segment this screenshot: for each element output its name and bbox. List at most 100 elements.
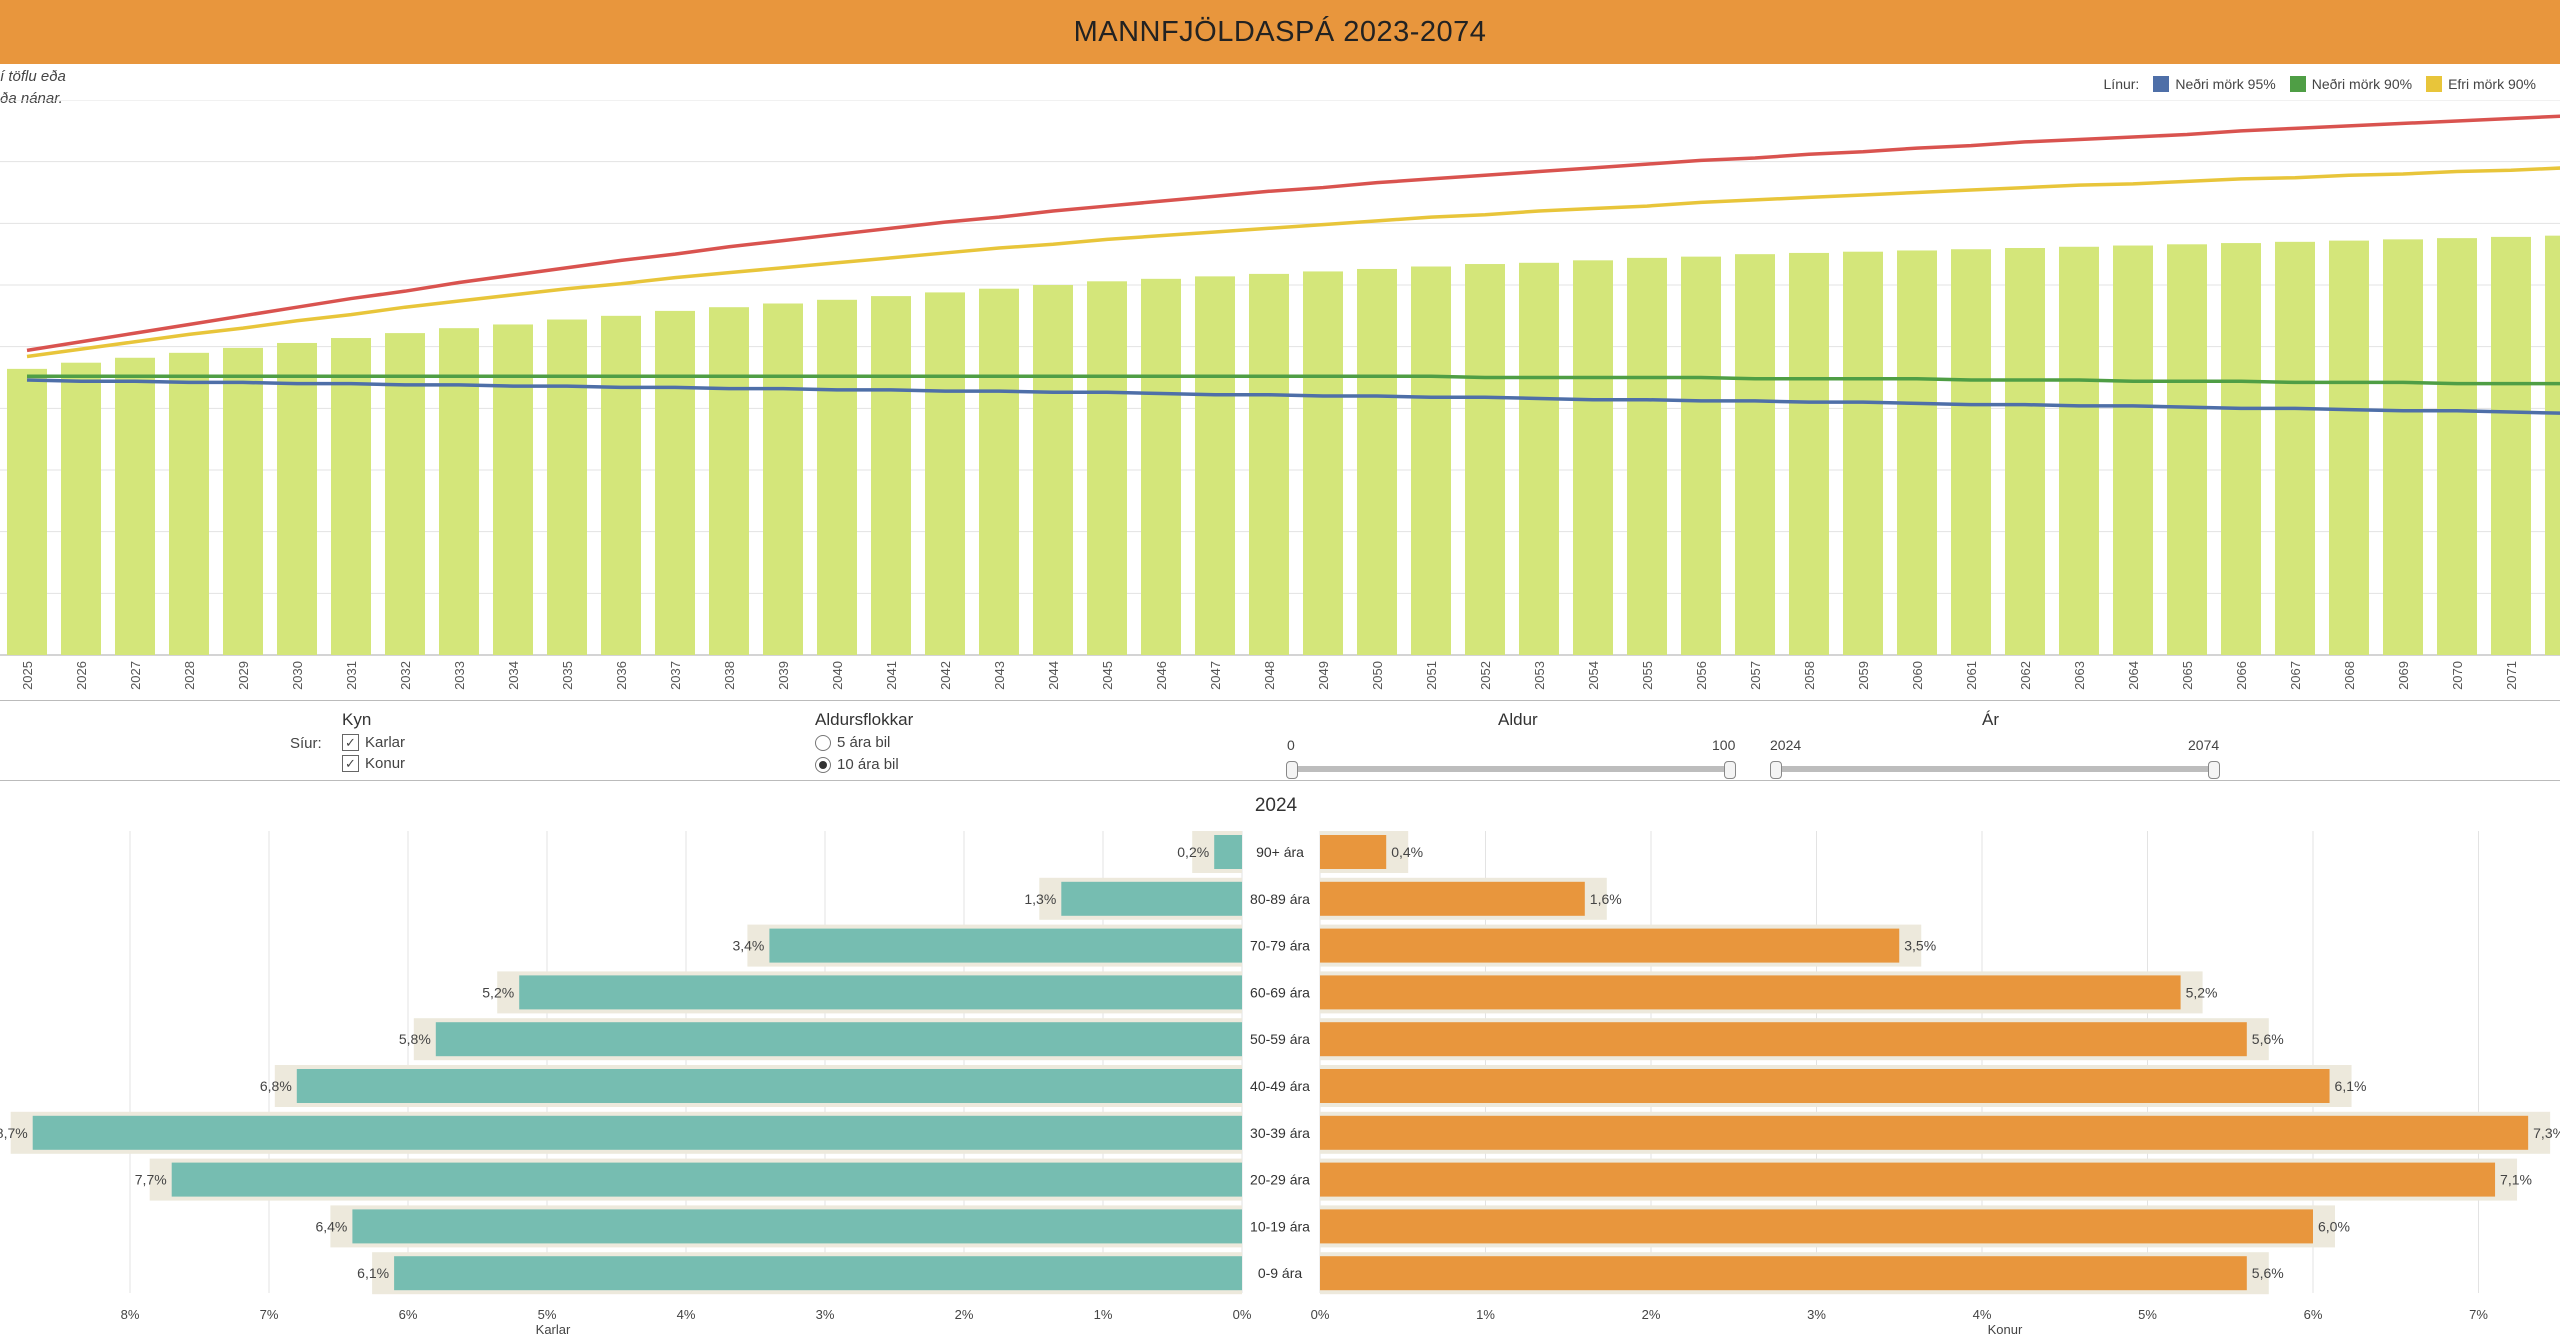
ar-slider-track[interactable] [1774, 766, 2214, 772]
karlar-data-label: 3,4% [732, 938, 764, 954]
legend-swatch [2426, 76, 2443, 92]
age-group-label: 20-29 ára [1250, 1172, 1310, 1188]
forecast-bar [1519, 262, 1559, 655]
age-group-label: 40-49 ára [1250, 1078, 1310, 1094]
forecast-bar [2329, 240, 2369, 655]
karlar-bar [1214, 835, 1242, 869]
forecast-bar [1411, 266, 1451, 655]
age-group-label: 60-69 ára [1250, 984, 1310, 1000]
left-axis-tick: 2% [955, 1307, 974, 1322]
checkbox-karlar[interactable]: ✓ Karlar [342, 734, 405, 751]
forecast-bar [601, 315, 641, 655]
forecast-bar [763, 303, 803, 655]
forecast-bar [1951, 249, 1991, 655]
x-tick-label: 2045 [1100, 661, 1115, 690]
x-tick-label: 2062 [2018, 661, 2033, 690]
radio-10-ara[interactable]: 10 ára bil [815, 756, 899, 773]
karlar-bar [1061, 881, 1242, 916]
x-tick-label: 2027 [128, 661, 143, 690]
forecast-bar [979, 288, 1019, 655]
forecast-bar [2221, 243, 2261, 656]
karlar-data-label: 6,1% [357, 1265, 389, 1281]
karlar-bar [296, 1069, 1242, 1103]
legend-item-lower95: Neðri mörk 95% [2153, 76, 2276, 92]
forecast-bar [1249, 273, 1289, 655]
ar-slider-min-handle[interactable] [1770, 761, 1782, 779]
x-tick-label: 2069 [2396, 661, 2411, 690]
divider [0, 700, 2560, 701]
konur-bar [1320, 928, 1900, 963]
checkbox-box[interactable]: ✓ [342, 755, 359, 772]
forecast-bar [439, 328, 479, 655]
filter-prefix: Síur: [290, 735, 322, 752]
x-tick-label: 2026 [74, 661, 89, 690]
right-axis-tick: 5% [2138, 1307, 2157, 1322]
x-tick-label: 2048 [1262, 661, 1277, 690]
pyramid-title: 2024 [1255, 795, 1298, 816]
instruction-note: í töflu eða ða nánar. [0, 66, 66, 110]
population-forecast-chart: 2025 2026 2027 2028 2029 2030 2031 2032 2033 2034… [0, 100, 2560, 690]
age-group-label: 70-79 ára [1250, 938, 1310, 954]
forecast-bar [2059, 246, 2099, 655]
konur-bar [1320, 1069, 2330, 1103]
ar-max: 2074 [2188, 737, 2220, 753]
x-tick-label: 2067 [2288, 661, 2303, 690]
left-axis-tick: 4% [677, 1307, 696, 1322]
karlar-bar [435, 1022, 1242, 1057]
x-tick-label: 2051 [1424, 661, 1439, 690]
left-axis-tick: 6% [399, 1307, 418, 1322]
radio-5-ara[interactable]: 5 ára bil [815, 734, 890, 751]
x-tick-label: 2057 [1748, 661, 1763, 690]
aldur-slider-track[interactable] [1290, 766, 1730, 772]
right-axis-label: Konur [1988, 1322, 2023, 1337]
x-tick-label: 2050 [1370, 661, 1385, 690]
aldur-max: 100 [1712, 737, 1736, 753]
x-tick-label: 2071 [2504, 661, 2519, 690]
left-axis-tick: 7% [260, 1307, 279, 1322]
filter-title-ar: Ár [1982, 710, 1999, 729]
left-axis-tick: 0% [1233, 1307, 1252, 1322]
aldur-min: 0 [1287, 737, 1295, 753]
forecast-bar [655, 310, 695, 655]
konur-bar [1320, 881, 1585, 916]
ar-slider-max-handle[interactable] [2208, 761, 2220, 779]
konur-data-label: 7,3% [2533, 1125, 2560, 1141]
aldur-slider-min-handle[interactable] [1286, 761, 1298, 779]
forecast-bar [277, 342, 317, 655]
checkbox-box[interactable]: ✓ [342, 734, 359, 751]
karlar-bar [352, 1209, 1242, 1244]
forecast-bar [169, 352, 209, 655]
radio-label: 10 ára bil [837, 756, 899, 773]
forecast-bar [2005, 248, 2045, 655]
forecast-bar [2437, 238, 2477, 655]
legend-item-lower90: Neðri mörk 90% [2289, 76, 2412, 92]
aldur-slider-max-handle[interactable] [1724, 761, 1736, 779]
karlar-bar [519, 975, 1242, 1010]
checkbox-konur[interactable]: ✓ Konur [342, 755, 405, 772]
karlar-data-label: 7,7% [135, 1172, 167, 1188]
age-group-label: 0-9 ára [1258, 1265, 1303, 1281]
karlar-data-label: 5,8% [399, 1031, 431, 1047]
karlar-bar [171, 1162, 1243, 1197]
x-tick-label: 2070 [2450, 661, 2465, 690]
forecast-line [27, 374, 2560, 386]
x-tick-label: 2043 [992, 661, 1007, 690]
konur-data-label: 1,6% [1590, 891, 1622, 907]
forecast-bar [61, 362, 101, 655]
forecast-bar [2491, 236, 2531, 655]
radio-button[interactable] [815, 756, 831, 773]
x-tick-label: 2059 [1856, 661, 1871, 690]
radio-button[interactable] [815, 734, 831, 751]
forecast-bar [2167, 244, 2207, 656]
filter-title-aldursflokkar: Aldursflokkar [815, 710, 914, 729]
forecast-bar [871, 296, 911, 655]
left-axis-tick: 1% [1094, 1307, 1113, 1322]
konur-data-label: 5,6% [2252, 1031, 2284, 1047]
x-tick-label: 2061 [1964, 661, 1979, 690]
x-tick-label: 2035 [560, 661, 575, 690]
right-axis-tick: 1% [1476, 1307, 1495, 1322]
karlar-bar [769, 928, 1242, 963]
karlar-bar [394, 1256, 1243, 1291]
right-axis-tick: 0% [1311, 1307, 1330, 1322]
forecast-bar [223, 347, 263, 655]
